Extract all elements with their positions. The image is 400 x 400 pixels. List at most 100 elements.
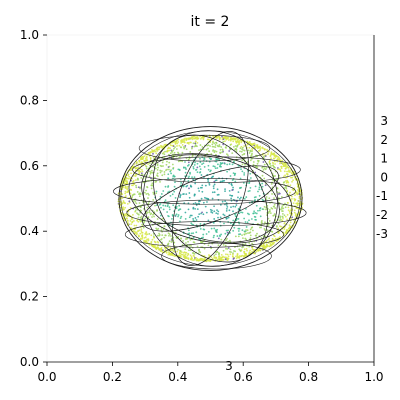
- scatter-point: [227, 240, 229, 243]
- scatter-point: [126, 209, 129, 212]
- scatter-point: [249, 172, 252, 175]
- scatter-point: [195, 231, 198, 234]
- scatter-point: [154, 150, 157, 153]
- scatter-point: [263, 177, 266, 180]
- scatter-point: [174, 181, 176, 184]
- scatter-point: [198, 165, 201, 168]
- scatter-point: [298, 212, 300, 214]
- scatter-point: [196, 245, 199, 248]
- scatter-point: [288, 210, 291, 213]
- scatter-point: [243, 217, 246, 220]
- scatter-point: [266, 229, 269, 232]
- scatter-point: [189, 239, 192, 241]
- scatter-point: [287, 170, 290, 173]
- scatter-point: [159, 169, 162, 172]
- scatter-point: [141, 237, 144, 240]
- scatter-point: [137, 220, 140, 223]
- scatter-point: [268, 163, 271, 165]
- scatter-point: [172, 166, 175, 169]
- scatter-point: [162, 190, 165, 192]
- scatter-point: [273, 160, 276, 163]
- scatter-point: [160, 165, 163, 168]
- scatter-point: [169, 253, 172, 255]
- scatter-point: [224, 188, 226, 191]
- scatter-point: [173, 254, 175, 257]
- scatter-point: [248, 213, 250, 216]
- scatter-point: [176, 142, 179, 145]
- scatter-point: [225, 229, 228, 232]
- scatter-point: [202, 159, 205, 162]
- scatter-point: [293, 209, 296, 212]
- scatter-point: [152, 235, 155, 238]
- scatter-point: [219, 137, 222, 139]
- scatter-point: [227, 255, 230, 258]
- scatter-point: [122, 186, 125, 189]
- scatter-point: [156, 218, 159, 220]
- scatter-point: [147, 163, 149, 165]
- scatter-point: [198, 149, 200, 152]
- scatter-point: [212, 187, 215, 190]
- scatter-point: [282, 217, 284, 220]
- scatter-point: [209, 158, 212, 161]
- scatter-point: [214, 256, 217, 259]
- scatter-point: [284, 163, 287, 166]
- scatter-point: [232, 229, 235, 232]
- scatter-point: [232, 172, 235, 175]
- scatter-point: [241, 163, 244, 166]
- scatter-point: [207, 180, 210, 183]
- scatter-point: [293, 175, 296, 178]
- scatter-point: [266, 148, 268, 151]
- scatter-point: [139, 193, 142, 196]
- scatter-point: [265, 196, 268, 198]
- scatter-point: [156, 234, 159, 237]
- scatter-point: [253, 210, 256, 213]
- scatter-point: [148, 170, 151, 173]
- scatter-point: [170, 241, 173, 243]
- scatter-point: [169, 249, 172, 252]
- scatter-point: [217, 252, 220, 254]
- scatter-point: [222, 140, 225, 143]
- scatter-point: [262, 161, 265, 163]
- plot-area: [46, 34, 375, 363]
- scatter-point: [162, 249, 164, 252]
- scatter-point: [270, 152, 273, 155]
- scatter-point: [248, 152, 251, 154]
- scatter-point: [288, 224, 291, 227]
- scatter-point: [191, 176, 193, 179]
- scatter-point: [256, 159, 259, 162]
- scatter-point: [205, 233, 208, 235]
- scatter-point: [244, 242, 247, 245]
- scatter-point: [244, 237, 247, 240]
- scatter-point: [228, 209, 231, 212]
- scatter-point: [126, 215, 129, 218]
- scatter-point: [184, 253, 187, 256]
- scatter-point: [126, 202, 129, 205]
- scatter-point: [296, 203, 299, 206]
- scatter-point: [159, 180, 161, 183]
- scatter-point: [251, 149, 254, 151]
- scatter-point: [178, 249, 181, 252]
- scatter-point: [233, 226, 236, 229]
- scatter-point: [269, 244, 272, 247]
- scatter-point: [247, 190, 250, 193]
- scatter-point: [188, 196, 191, 199]
- scatter-point: [135, 207, 137, 210]
- scatter-point: [199, 161, 202, 164]
- scatter-point: [193, 194, 196, 197]
- scatter-point: [134, 167, 137, 170]
- scatter-point: [130, 223, 133, 226]
- scatter-point: [201, 146, 204, 148]
- right-axis-tick-label: 2: [380, 133, 388, 147]
- scatter-point: [217, 193, 220, 196]
- scatter-point: [134, 175, 137, 177]
- scatter-point: [168, 234, 170, 237]
- scatter-point: [238, 143, 241, 145]
- scatter-point: [180, 237, 183, 240]
- scatter-point: [194, 256, 196, 259]
- scatter-point: [171, 150, 173, 153]
- scatter-point: [211, 197, 214, 200]
- scatter-point: [157, 241, 160, 244]
- scatter-point: [213, 180, 216, 183]
- scatter-point: [249, 228, 252, 231]
- scatter-point: [147, 216, 150, 219]
